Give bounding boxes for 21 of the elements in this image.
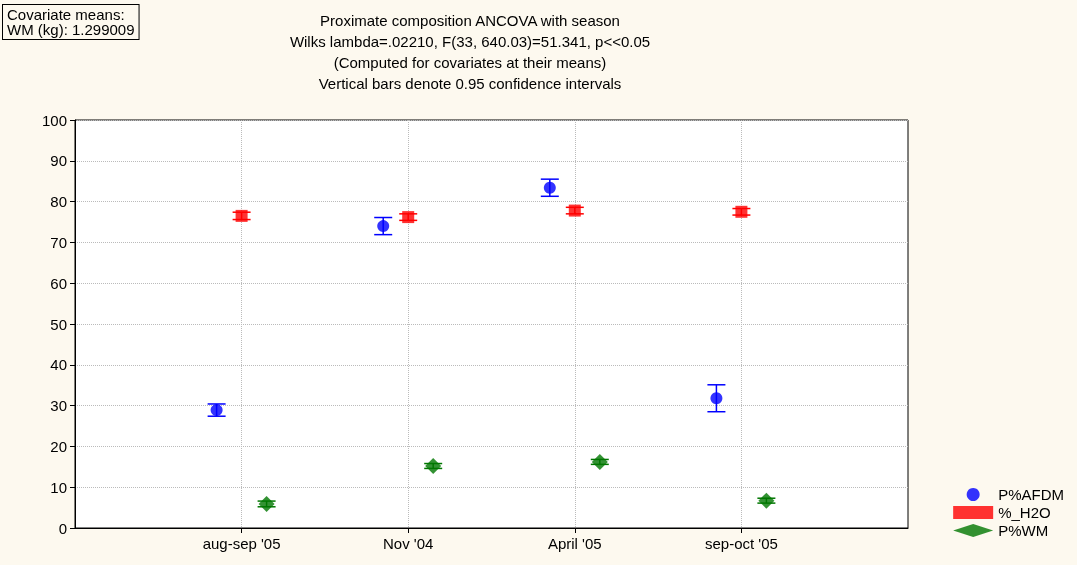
- y-tick-label: 70: [50, 233, 67, 251]
- y-tick-label: 30: [50, 397, 67, 415]
- x-tick-label: Nov '04: [383, 535, 434, 552]
- y-tick-label: 100: [41, 111, 67, 129]
- legend-label: %_H2O: [998, 504, 1051, 521]
- chart-title: Proximate composition ANCOVA with season: [320, 12, 620, 29]
- y-tick-label: 90: [50, 152, 67, 170]
- y-tick-label: 0: [58, 519, 67, 537]
- y-tick-label: 60: [50, 274, 67, 292]
- x-tick-label: April '05: [547, 535, 602, 552]
- x-tick-label: aug-sep '05: [202, 535, 281, 552]
- text: Covariate means: WM (kg): 1.299009: [7, 6, 135, 38]
- x-tick-label: sep-oct '05: [704, 535, 778, 552]
- chart-subtitle: Wilks lambda=.02210, F(33, 640.03)=51.341, p<<0.05 (Computed for covariates at their means) Vertical bars denote 0.95 confidence intervals: [289, 33, 651, 92]
- y-tick-label: 20: [50, 437, 67, 455]
- y-tick-label: 10: [50, 478, 67, 496]
- y-tick-label: 40: [50, 356, 67, 374]
- y-tick-label: 50: [50, 315, 67, 333]
- legend-label: P%AFDM: [998, 486, 1065, 503]
- legend-label: P%WM: [998, 522, 1049, 539]
- y-tick-label: 80: [50, 193, 67, 211]
